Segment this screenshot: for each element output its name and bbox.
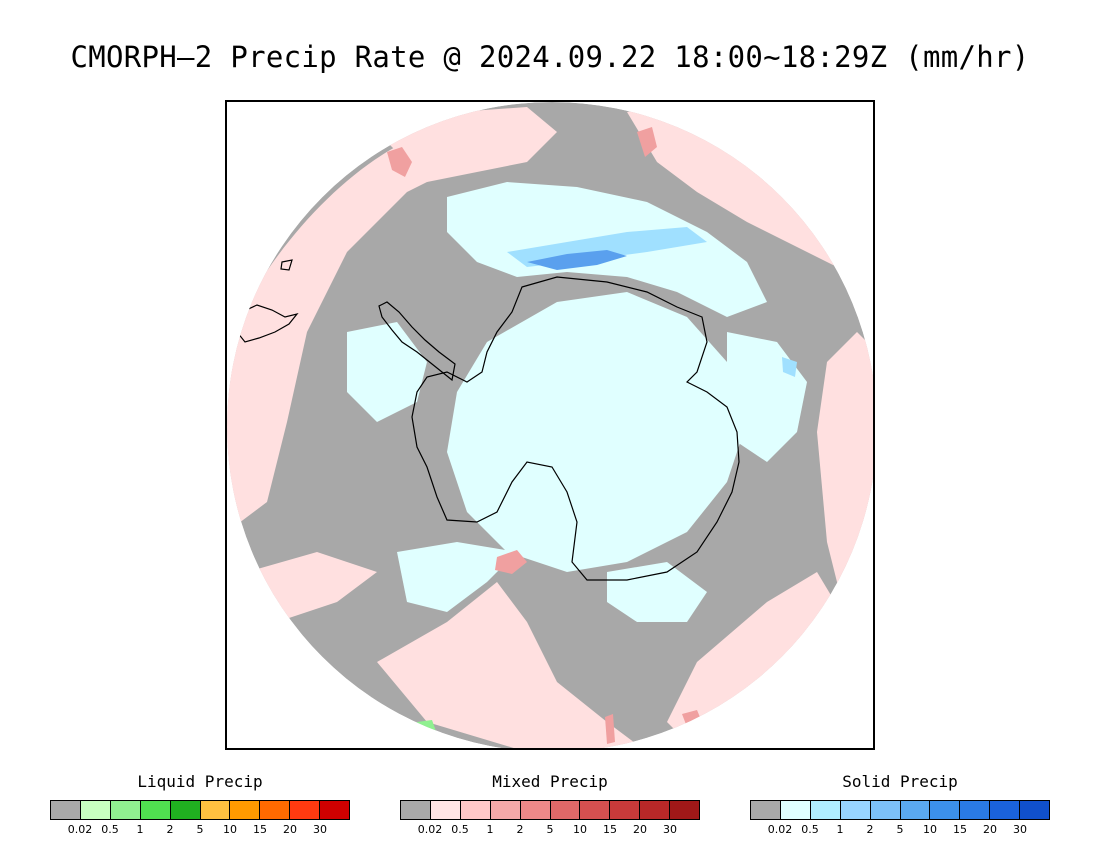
legend-tick-label: 10	[573, 823, 587, 836]
legend-swatch	[110, 801, 141, 819]
pink-region-southeast	[667, 572, 847, 748]
legend-tick-label: 0.5	[801, 823, 819, 836]
legend-solid-precip: Solid Precip 0.02 0.5 1 2 5 10 15 20 30	[750, 770, 1050, 840]
legend-tick-label: 2	[866, 823, 874, 836]
legend-swatch	[610, 801, 641, 819]
legend-title: Mixed Precip	[492, 772, 608, 791]
legend-swatch	[870, 801, 901, 819]
legend-title: Liquid Precip	[137, 772, 263, 791]
legend-tick-label: 20	[983, 823, 997, 836]
falkland-islands-coastline	[280, 259, 293, 271]
mixed-spot-northeast	[637, 127, 657, 157]
legend-title: Solid Precip	[842, 772, 958, 791]
legend-tick-label: 30	[663, 823, 677, 836]
legend-tick-label: 1	[486, 823, 494, 836]
pink-region-northeast	[627, 102, 847, 272]
legend-swatch	[230, 801, 261, 819]
legend-swatch	[320, 801, 350, 819]
legend-tick-label: 10	[223, 823, 237, 836]
legend-tick-label: 2	[166, 823, 174, 836]
legend-tick-label: 1	[136, 823, 144, 836]
chart-title: CMORPH–2 Precip Rate @ 2024.09.22 18:00~…	[70, 40, 1030, 74]
legend-swatch	[290, 801, 321, 819]
legend-swatch	[751, 801, 781, 819]
legend-swatch	[200, 801, 231, 819]
legend-swatch	[1020, 801, 1050, 819]
legend-tick-label: 15	[603, 823, 617, 836]
snow-region-west	[347, 322, 427, 422]
legend-liquid-precip: Liquid Precip 0.02 0.5 1 2 5 10 15 20 30	[50, 770, 350, 840]
legend-tick-label: 5	[546, 823, 554, 836]
snow-patch-east	[782, 357, 797, 377]
legend-ticks: 0.02 0.5 1 2 5 10 15 20 30	[50, 823, 350, 837]
mixed-spot-far-south	[605, 714, 615, 744]
legend-tick-label: 5	[896, 823, 904, 836]
antarctica-coastline	[411, 276, 740, 581]
legend-swatch	[930, 801, 961, 819]
mixed-spot-northwest	[387, 147, 412, 177]
legend-ticks: 0.02 0.5 1 2 5 10 15 20 30	[400, 823, 700, 837]
legend-tick-label: 30	[313, 823, 327, 836]
map-frame	[225, 100, 875, 750]
legend-tick-label: 0.5	[451, 823, 469, 836]
snow-region-southwest	[397, 542, 517, 612]
legend-tick-label: 10	[923, 823, 937, 836]
legend-swatches	[750, 800, 1050, 820]
legend-tick-label: 5	[196, 823, 204, 836]
legend-tick-label: 15	[953, 823, 967, 836]
mixed-spot-south	[495, 550, 527, 574]
south-america-coastline	[236, 304, 299, 343]
legend-swatch	[900, 801, 931, 819]
legend-tick-label: 20	[283, 823, 297, 836]
legend-ticks: 0.02 0.5 1 2 5 10 15 20 30	[750, 823, 1050, 837]
legend-swatches	[50, 800, 350, 820]
legend-swatch	[580, 801, 611, 819]
antarctic-peninsula-coastline	[378, 301, 456, 382]
legend-swatch	[460, 801, 491, 819]
legend-swatch	[51, 801, 81, 819]
legend-tick-label: 1	[836, 823, 844, 836]
legend-mixed-precip: Mixed Precip 0.02 0.5 1 2 5 10 15 20 30	[400, 770, 700, 840]
legend-tick-label: 0.02	[417, 823, 443, 836]
legend-swatch	[780, 801, 811, 819]
snow-heavy-streak-north	[527, 250, 627, 270]
pink-region-south	[377, 582, 647, 748]
legend-swatch	[170, 801, 201, 819]
legend-tick-label: 0.02	[67, 823, 93, 836]
legend-swatch	[960, 801, 991, 819]
legend-swatch	[550, 801, 581, 819]
legend-swatch	[840, 801, 871, 819]
legend-tick-label: 30	[1013, 823, 1027, 836]
legend-swatch	[990, 801, 1021, 819]
legend-tick-label: 20	[633, 823, 647, 836]
legend-swatch	[260, 801, 291, 819]
legend-swatch	[490, 801, 521, 819]
legend-swatch	[670, 801, 700, 819]
legend-swatch	[80, 801, 111, 819]
legend-tick-label: 0.5	[101, 823, 119, 836]
snow-region-south	[607, 562, 707, 622]
legend-swatch	[140, 801, 171, 819]
legend-swatch	[640, 801, 671, 819]
legend-tick-label: 0.02	[767, 823, 793, 836]
legend-swatch	[401, 801, 431, 819]
legend-tick-label: 2	[516, 823, 524, 836]
legend-tick-label: 15	[253, 823, 267, 836]
snow-region-antarctic-interior	[447, 292, 747, 572]
polar-map	[227, 102, 873, 748]
legend-swatch	[430, 801, 461, 819]
legend-swatches	[400, 800, 700, 820]
legend-swatch	[810, 801, 841, 819]
legend-swatch	[520, 801, 551, 819]
